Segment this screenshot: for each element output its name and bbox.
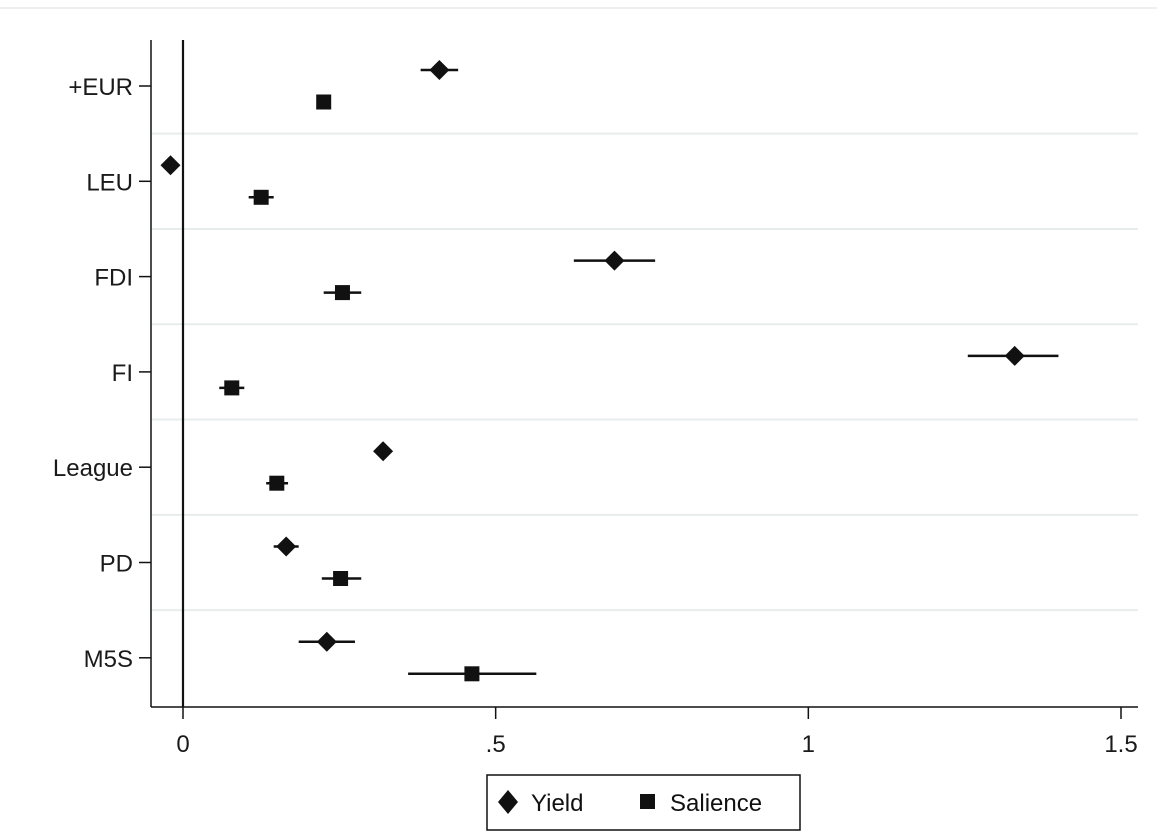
y-tick-label: FDI (94, 265, 133, 292)
yield-point (1004, 345, 1025, 366)
legend-yield-label: Yield (531, 790, 583, 817)
y-tick-label: FI (112, 360, 133, 387)
x-tick-label: 1.5 (1104, 731, 1137, 758)
y-tick-label: League (53, 455, 133, 482)
salience-point (269, 475, 285, 491)
yield-point (604, 250, 625, 271)
salience-point (224, 380, 240, 396)
salience-point (334, 285, 350, 301)
yield-point (373, 441, 394, 462)
legend-salience-marker (640, 794, 655, 809)
yield-point (316, 631, 337, 652)
x-tick-label: .5 (486, 731, 506, 758)
salience-point (333, 571, 349, 586)
x-tick-label: 1 (802, 731, 815, 758)
grid-lines (152, 132, 1138, 612)
axes (150, 40, 1138, 708)
yield-point (276, 536, 297, 557)
yield-point (429, 60, 450, 80)
data-marks (160, 60, 1059, 682)
x-tick-label: 0 (176, 731, 189, 758)
y-tick-label: M5S (84, 646, 133, 673)
x-axis-ticks: 0 .5 1 1.5 (176, 707, 1138, 758)
legend-salience-label: Salience (670, 790, 762, 817)
y-tick-label: PD (100, 551, 133, 578)
y-tick-label: LEU (86, 169, 133, 196)
y-tick-label: +EUR (68, 74, 133, 101)
legend: Yield Salience (486, 774, 801, 831)
legend-yield-marker (498, 790, 518, 814)
salience-point (316, 94, 332, 110)
salience-point (253, 189, 269, 205)
salience-point (464, 666, 480, 682)
yield-point (160, 155, 181, 176)
y-axis-ticks: +EUR LEU FDI FI League PD M5S (53, 74, 151, 673)
